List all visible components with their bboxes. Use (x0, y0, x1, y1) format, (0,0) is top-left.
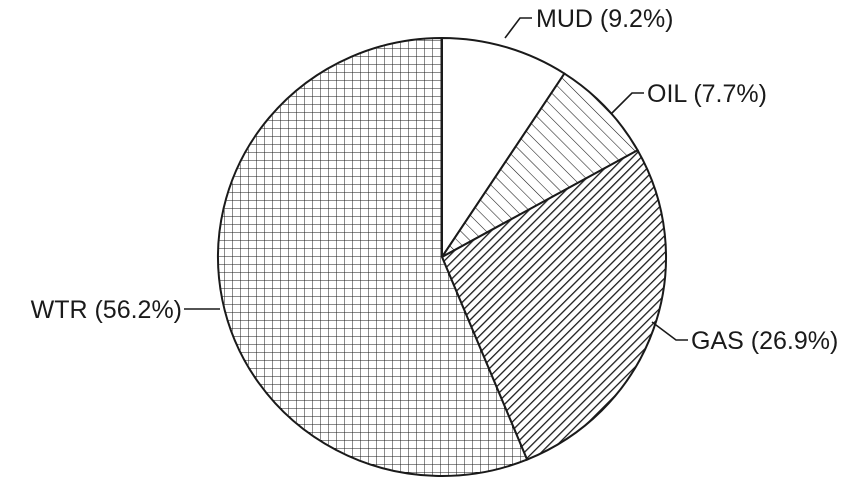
slice-label-gas: GAS (26.9%) (691, 327, 838, 355)
pie-slice-oil (441, 72, 639, 258)
slice-labels: MUD (9.2%) OIL (7.7%) GAS (26.9%) WTR (56.2… (31, 5, 839, 355)
pie-slice-mud (441, 36, 566, 261)
leader-lines (184, 17, 688, 341)
slice-label-mud: MUD (9.2%) (536, 5, 674, 33)
pie-slice-wtr (217, 36, 529, 477)
slice-label-oil: OIL (7.7%) (647, 80, 767, 108)
leader-line-mud (504, 17, 532, 39)
slice-label-wtr: WTR (56.2%) (31, 296, 182, 324)
leader-line-oil (611, 92, 644, 114)
leader-line-gas (651, 321, 688, 341)
pie-slices (217, 36, 667, 477)
pie-slice-gas (440, 148, 667, 461)
